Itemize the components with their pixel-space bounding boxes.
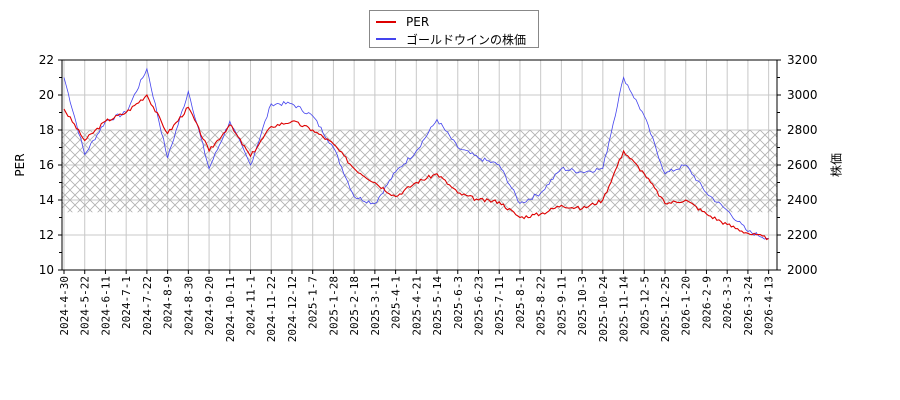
svg-text:2800: 2800 bbox=[787, 123, 818, 137]
svg-text:18: 18 bbox=[39, 123, 54, 137]
svg-text:2025-12-5: 2025-12-5 bbox=[638, 276, 651, 336]
svg-text:2024-10-11: 2024-10-11 bbox=[224, 276, 237, 342]
svg-text:2025-7-11: 2025-7-11 bbox=[493, 276, 506, 336]
svg-text:2025-2-18: 2025-2-18 bbox=[348, 276, 361, 336]
svg-text:2024-8-9: 2024-8-9 bbox=[162, 276, 175, 329]
svg-text:2025-6-23: 2025-6-23 bbox=[472, 276, 485, 336]
svg-text:2024-11-22: 2024-11-22 bbox=[265, 276, 278, 342]
shaded-band bbox=[62, 130, 777, 213]
right-axis: 3200 3000 2800 2600 2400 2200 2000 bbox=[777, 53, 818, 277]
svg-text:2024-5-22: 2024-5-22 bbox=[79, 276, 92, 336]
left-axis: 22 20 18 16 14 12 10 bbox=[39, 53, 62, 277]
svg-text:2025-8-1: 2025-8-1 bbox=[514, 276, 527, 329]
svg-text:2024-7-1: 2024-7-1 bbox=[120, 276, 133, 329]
svg-text:2024-11-1: 2024-11-1 bbox=[245, 276, 258, 336]
svg-text:2024-8-30: 2024-8-30 bbox=[182, 276, 195, 336]
svg-text:2400: 2400 bbox=[787, 193, 818, 207]
svg-text:2024-4-30: 2024-4-30 bbox=[58, 276, 71, 336]
svg-text:2026-1-20: 2026-1-20 bbox=[680, 276, 693, 336]
svg-text:2600: 2600 bbox=[787, 158, 818, 172]
svg-text:2000: 2000 bbox=[787, 263, 818, 277]
svg-text:3200: 3200 bbox=[787, 53, 818, 67]
svg-text:22: 22 bbox=[39, 53, 54, 67]
svg-text:2025-9-11: 2025-9-11 bbox=[555, 276, 568, 336]
svg-text:2025-1-7: 2025-1-7 bbox=[307, 276, 320, 329]
svg-text:2026-3-3: 2026-3-3 bbox=[721, 276, 734, 329]
svg-text:2024-9-20: 2024-9-20 bbox=[203, 276, 216, 336]
svg-text:2025-11-14: 2025-11-14 bbox=[618, 276, 631, 343]
svg-text:10: 10 bbox=[39, 263, 54, 277]
svg-text:2200: 2200 bbox=[787, 228, 818, 242]
svg-text:20: 20 bbox=[39, 88, 54, 102]
svg-text:14: 14 bbox=[39, 193, 54, 207]
legend-item-price: ゴールドウインの株価 bbox=[376, 31, 526, 47]
svg-text:3000: 3000 bbox=[787, 88, 818, 102]
svg-text:2024-12-12: 2024-12-12 bbox=[286, 276, 299, 342]
left-axis-title: PER bbox=[13, 153, 27, 177]
svg-text:2026-4-13: 2026-4-13 bbox=[763, 276, 776, 336]
price-swatch-icon bbox=[376, 38, 396, 40]
svg-text:2025-6-3: 2025-6-3 bbox=[452, 276, 465, 329]
svg-text:2025-3-11: 2025-3-11 bbox=[369, 276, 382, 336]
svg-text:2025-10-3: 2025-10-3 bbox=[576, 276, 589, 336]
series-lines bbox=[63, 67, 769, 241]
legend-label-per: PER bbox=[406, 15, 430, 29]
svg-text:2025-4-1: 2025-4-1 bbox=[390, 276, 403, 329]
right-axis-title: 株価 bbox=[829, 152, 844, 178]
svg-text:2026-3-24: 2026-3-24 bbox=[742, 276, 755, 336]
per-swatch-icon bbox=[376, 21, 396, 23]
legend: PER ゴールドウインの株価 bbox=[369, 10, 539, 48]
svg-text:2025-4-21: 2025-4-21 bbox=[410, 276, 423, 336]
svg-text:2025-5-14: 2025-5-14 bbox=[431, 276, 444, 336]
svg-text:2024-6-11: 2024-6-11 bbox=[99, 276, 112, 336]
svg-text:2025-8-22: 2025-8-22 bbox=[535, 276, 548, 336]
svg-text:16: 16 bbox=[39, 158, 54, 172]
svg-text:2025-10-24: 2025-10-24 bbox=[597, 276, 610, 343]
legend-item-per: PER bbox=[376, 14, 429, 30]
svg-text:2025-12-25: 2025-12-25 bbox=[659, 276, 672, 342]
svg-text:2024-7-22: 2024-7-22 bbox=[141, 276, 154, 336]
svg-text:2026-2-9: 2026-2-9 bbox=[700, 276, 713, 329]
x-axis: 2024-4-30 2024-5-22 2024-6-11 2024-7-1 2024-… bbox=[58, 270, 776, 342]
legend-label-price: ゴールドウインの株価 bbox=[406, 32, 527, 47]
svg-text:2025-1-28: 2025-1-28 bbox=[327, 276, 340, 336]
svg-text:12: 12 bbox=[39, 228, 54, 242]
